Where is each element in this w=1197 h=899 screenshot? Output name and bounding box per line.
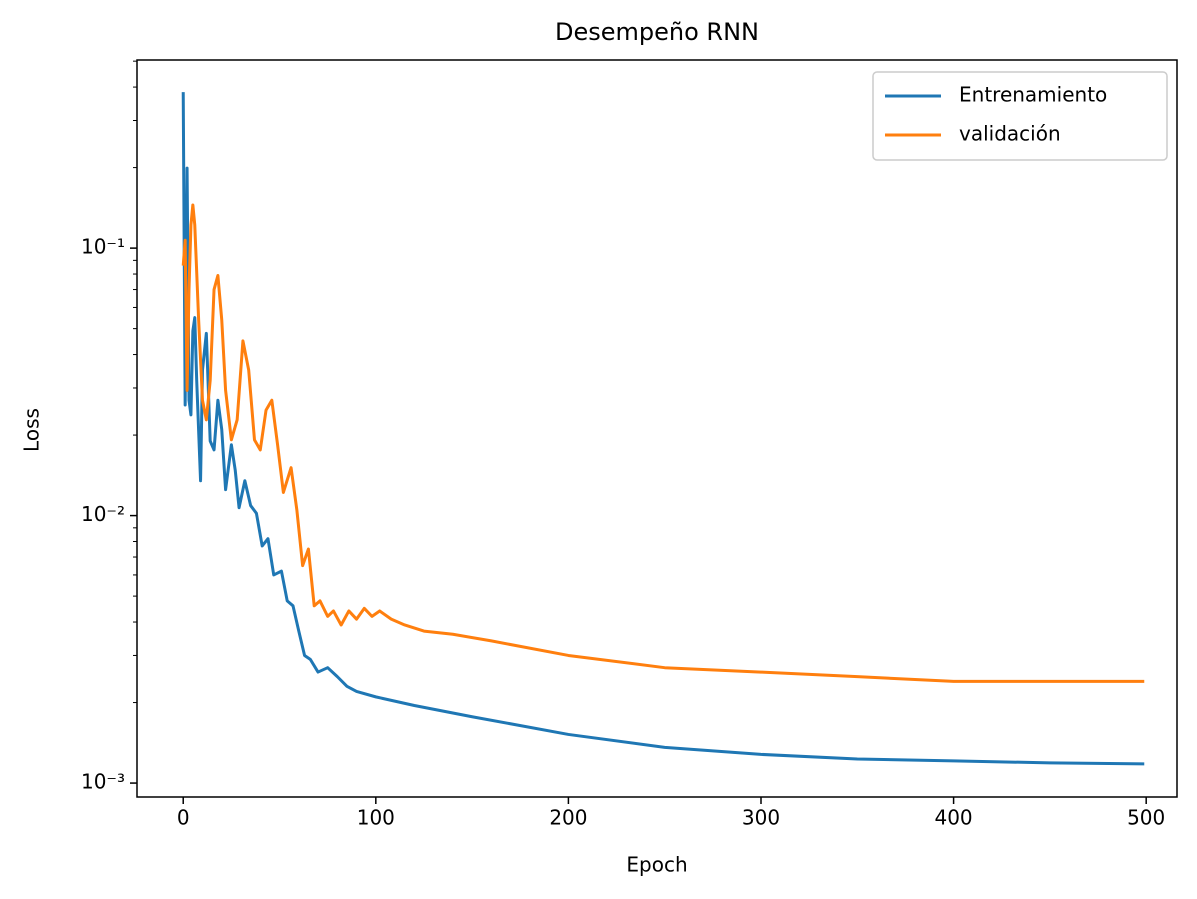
x-tick-label: 200 — [549, 806, 587, 830]
y-tick-label: 10⁻³ — [81, 770, 125, 794]
x-tick-label: 400 — [934, 806, 972, 830]
y-tick-label: 10⁻¹ — [81, 235, 125, 259]
plot-frame — [136, 59, 1178, 798]
line-series — [181, 203, 1145, 683]
y-axis-label: Loss — [20, 408, 44, 452]
x-axis-label: Epoch — [626, 853, 687, 877]
line-series — [181, 92, 1145, 766]
legend-box — [872, 71, 1168, 161]
chart-title: Desempeño RNN — [555, 18, 759, 46]
x-tick-label: 100 — [357, 806, 395, 830]
x-tick-label: 300 — [742, 806, 780, 830]
legend-label: Entrenamiento — [959, 83, 1107, 107]
x-tick-label: 500 — [1127, 806, 1165, 830]
x-tick-label: 0 — [177, 806, 190, 830]
legend-label: validación — [959, 122, 1061, 146]
y-tick-label: 10⁻² — [81, 502, 125, 526]
